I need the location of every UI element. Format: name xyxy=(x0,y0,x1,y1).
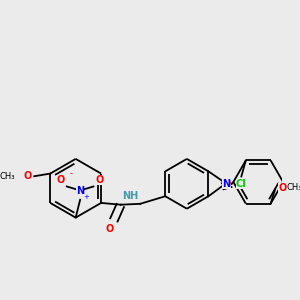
Text: N: N xyxy=(76,186,84,196)
Text: O: O xyxy=(56,175,65,185)
Text: CH₃: CH₃ xyxy=(287,183,300,192)
Text: N: N xyxy=(222,179,230,189)
Text: -: - xyxy=(70,169,73,178)
Text: O: O xyxy=(96,175,104,185)
Text: CH₃: CH₃ xyxy=(0,172,15,181)
Text: +: + xyxy=(83,194,89,200)
Text: Cl: Cl xyxy=(236,179,247,190)
Text: O: O xyxy=(223,179,231,189)
Text: O: O xyxy=(106,224,114,234)
Text: O: O xyxy=(23,171,31,181)
Text: NH: NH xyxy=(122,191,139,201)
Text: O: O xyxy=(278,183,286,193)
